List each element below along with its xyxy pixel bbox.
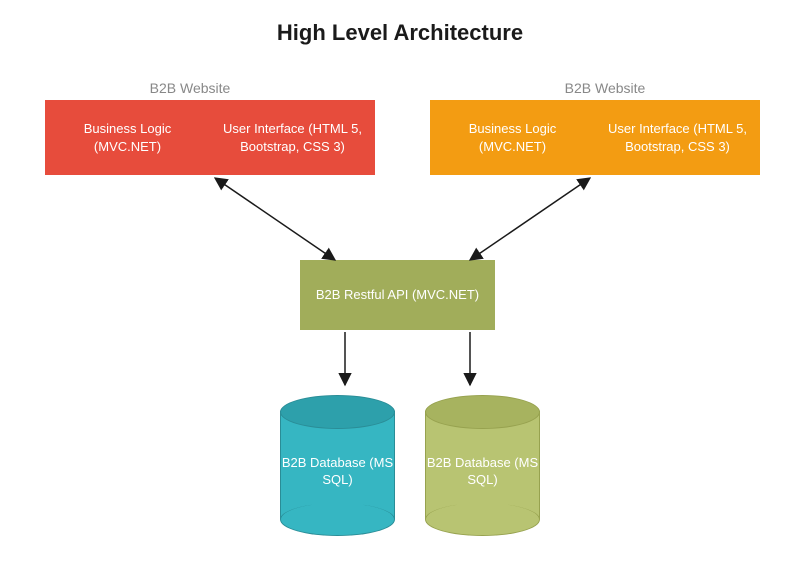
header-label-right: B2B Website [530, 80, 680, 96]
cylinder-db-right: B2B Database (MS SQL) [425, 395, 540, 535]
box-right-user-interface: User Interface (HTML 5, Bootstrap, CSS 3… [595, 100, 760, 175]
cylinder-db-left: B2B Database (MS SQL) [280, 395, 395, 535]
box-left-business-logic: Business Logic (MVC.NET) [45, 100, 210, 175]
box-right-business-logic: Business Logic (MVC.NET) [430, 100, 595, 175]
header-label-left: B2B Website [115, 80, 265, 96]
box-api: B2B Restful API (MVC.NET) [300, 260, 495, 330]
diagram-title: High Level Architecture [0, 20, 800, 46]
box-left-user-interface: User Interface (HTML 5, Bootstrap, CSS 3… [210, 100, 375, 175]
cylinder-db-left-label: B2B Database (MS SQL) [280, 454, 395, 489]
cylinder-db-right-label: B2B Database (MS SQL) [425, 454, 540, 489]
